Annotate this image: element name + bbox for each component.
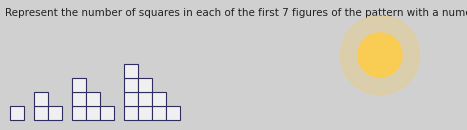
- Bar: [138, 78, 152, 92]
- Bar: [10, 106, 24, 120]
- Bar: [124, 64, 138, 78]
- Bar: [86, 92, 100, 106]
- Bar: [124, 92, 138, 106]
- Bar: [72, 92, 86, 106]
- Bar: [100, 106, 114, 120]
- Bar: [48, 106, 62, 120]
- Bar: [34, 106, 48, 120]
- Bar: [72, 78, 86, 92]
- Bar: [124, 106, 138, 120]
- Bar: [124, 78, 138, 92]
- Bar: [166, 106, 180, 120]
- Bar: [34, 92, 48, 106]
- Text: Represent the number of squares in each of the first 7 figures of the pattern wi: Represent the number of squares in each …: [5, 8, 467, 18]
- Bar: [138, 106, 152, 120]
- Bar: [152, 106, 166, 120]
- Circle shape: [358, 33, 402, 77]
- Bar: [72, 106, 86, 120]
- Bar: [86, 106, 100, 120]
- Bar: [152, 92, 166, 106]
- Bar: [138, 92, 152, 106]
- Circle shape: [340, 15, 420, 95]
